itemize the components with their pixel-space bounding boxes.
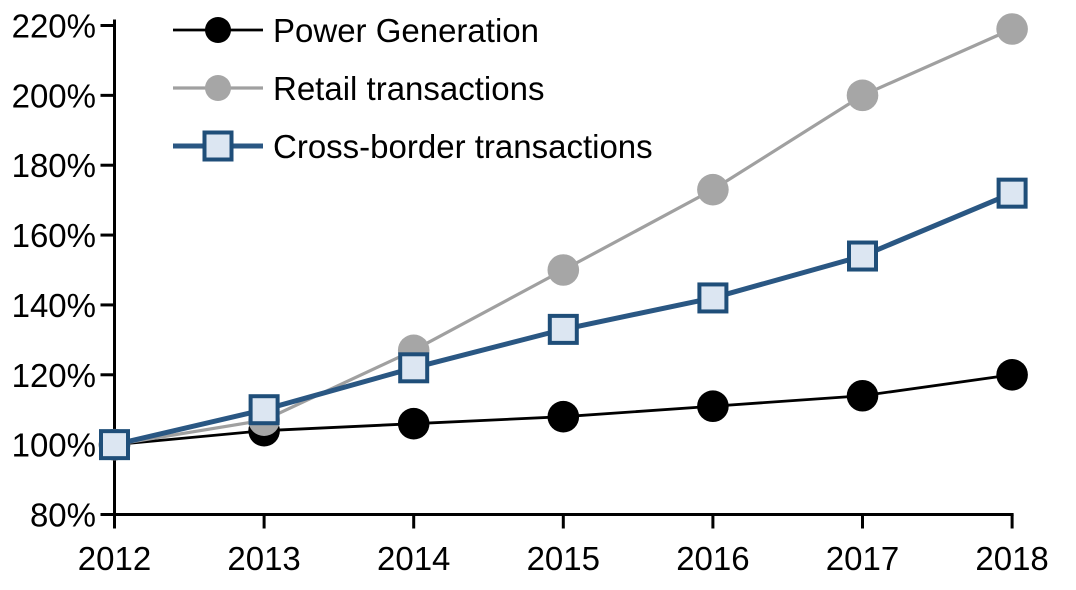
legend-circle-marker-icon xyxy=(205,75,231,101)
marker-power-generation-2015 xyxy=(547,400,580,433)
legend-label-cross-border-transactions: Cross-border transactions xyxy=(273,128,653,165)
x-tick-label: 2013 xyxy=(227,540,300,577)
marker-retail-transactions-2016 xyxy=(697,173,729,206)
legend-label-retail-transactions: Retail transactions xyxy=(273,70,544,107)
y-tick-label: 220% xyxy=(12,8,96,45)
x-tick-label: 2017 xyxy=(826,540,899,577)
marker-cross-border-transactions-2015 xyxy=(547,313,579,345)
y-tick-label: 140% xyxy=(12,287,96,324)
legend-label-power-generation: Power Generation xyxy=(273,12,539,49)
x-tick-label: 2016 xyxy=(676,540,749,577)
x-tick-label: 2015 xyxy=(527,540,600,577)
y-tick-label: 200% xyxy=(12,77,96,114)
marker-retail-transactions-2018 xyxy=(996,13,1028,45)
y-tick-label: 180% xyxy=(12,147,96,184)
marker-retail-transactions-2015 xyxy=(547,254,580,286)
marker-cross-border-transactions-2014 xyxy=(398,352,430,384)
marker-power-generation-2016 xyxy=(697,390,729,423)
marker-cross-border-transactions-2012 xyxy=(99,429,130,461)
legend-square-marker-icon xyxy=(202,130,234,162)
legend-circle-marker-icon xyxy=(205,17,231,43)
x-tick-label: 2012 xyxy=(78,540,151,577)
x-tick-label: 2018 xyxy=(975,540,1048,577)
y-tick-label: 160% xyxy=(12,217,96,254)
marker-cross-border-transactions-2018 xyxy=(996,177,1028,209)
y-tick-label: 100% xyxy=(12,427,96,464)
x-tick-label: 2014 xyxy=(377,540,450,577)
marker-power-generation-2017 xyxy=(846,379,879,412)
y-tick-label: 120% xyxy=(12,357,96,394)
marker-cross-border-transactions-2013 xyxy=(248,394,280,426)
y-tick-label: 80% xyxy=(30,497,96,534)
marker-power-generation-2018 xyxy=(996,358,1028,391)
marker-cross-border-transactions-2016 xyxy=(697,282,729,314)
marker-power-generation-2014 xyxy=(397,407,430,440)
marker-cross-border-transactions-2017 xyxy=(847,240,878,272)
marker-retail-transactions-2017 xyxy=(846,79,879,112)
